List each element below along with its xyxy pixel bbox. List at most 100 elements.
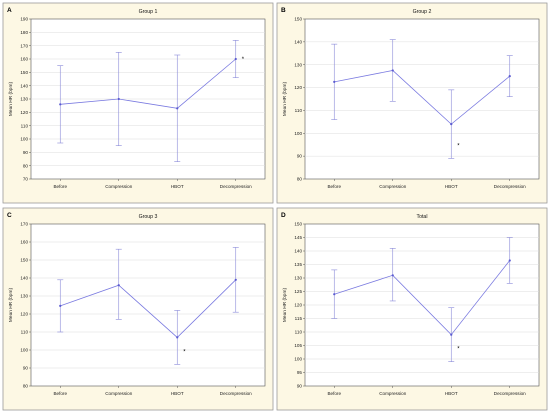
data-point bbox=[117, 97, 120, 101]
x-tick-label: HBOT bbox=[171, 184, 184, 189]
x-tick-label: Decompression bbox=[220, 391, 252, 396]
x-tick-label: Decompression bbox=[494, 184, 526, 189]
chart-title: Group 1 bbox=[139, 9, 158, 15]
data-point bbox=[391, 69, 394, 72]
series-line bbox=[334, 69, 511, 125]
data-point bbox=[333, 80, 336, 83]
y-tick-label: 100 bbox=[294, 131, 302, 136]
y-tick-label: 130 bbox=[294, 276, 302, 281]
y-tick-label: 105 bbox=[294, 343, 302, 348]
y-tick-label: 95 bbox=[297, 370, 303, 375]
x-tick-label: HBOT bbox=[445, 184, 458, 189]
y-tick-label: 150 bbox=[20, 70, 28, 75]
significance-marker: * bbox=[242, 57, 245, 63]
y-tick-label: 80 bbox=[297, 177, 303, 182]
panel-b: B Group 2 80 90 100 110 120 130 140 150 Mean HR (b… bbox=[276, 2, 548, 204]
panel-a: A Group 1 70 80 90 100 110 120 130 140 150 160 170 18… bbox=[2, 2, 274, 204]
y-tick-label: 125 bbox=[294, 289, 302, 294]
series-line bbox=[60, 58, 237, 109]
x-tick-label: Before bbox=[327, 391, 341, 396]
y-tick-label: 110 bbox=[295, 108, 303, 113]
series-line bbox=[334, 260, 511, 336]
data-point bbox=[450, 333, 453, 336]
panel-letter: D bbox=[281, 212, 286, 219]
y-tick-label: 150 bbox=[294, 17, 302, 22]
y-tick-label: 110 bbox=[21, 123, 29, 128]
x-tick-label: Compression bbox=[105, 391, 133, 396]
panel-letter: C bbox=[7, 212, 12, 219]
y-tick-label: 115 bbox=[295, 316, 303, 321]
y-tick-label: 90 bbox=[297, 154, 303, 159]
significance-marker: * bbox=[183, 349, 186, 355]
y-tick-label: 180 bbox=[20, 30, 28, 35]
data-point bbox=[508, 75, 511, 78]
y-tick-label: 170 bbox=[20, 43, 28, 48]
y-tick-label: 135 bbox=[294, 262, 302, 267]
y-tick-label: 130 bbox=[20, 97, 28, 102]
significance-marker: * bbox=[457, 143, 460, 149]
series-line bbox=[60, 279, 237, 338]
y-tick-label: 100 bbox=[20, 137, 28, 142]
y-axis-label: Mean HR (bpm) bbox=[282, 288, 288, 323]
y-tick-label: 90 bbox=[297, 384, 303, 389]
plot-area bbox=[304, 18, 540, 180]
y-tick-label: 80 bbox=[23, 384, 29, 389]
y-axis-label: Mean HR (bpm) bbox=[282, 82, 288, 117]
panel-letter: B bbox=[281, 7, 286, 14]
y-tick-label: 130 bbox=[20, 294, 28, 299]
y-tick-label: 140 bbox=[294, 249, 302, 254]
y-tick-label: 190 bbox=[20, 17, 28, 22]
y-tick-label: 140 bbox=[20, 276, 28, 281]
x-tick-label: Before bbox=[327, 184, 341, 189]
data-point bbox=[234, 57, 237, 61]
y-tick-label: 140 bbox=[294, 39, 302, 44]
x-tick-label: Before bbox=[53, 184, 67, 189]
y-tick-label: 170 bbox=[20, 222, 28, 227]
y-tick-label: 140 bbox=[20, 83, 28, 88]
chart-title: Group 3 bbox=[139, 214, 158, 220]
data-point bbox=[450, 123, 453, 126]
x-tick-label: HBOT bbox=[171, 391, 184, 396]
significance-marker: * bbox=[457, 347, 460, 353]
x-tick-label: Compression bbox=[379, 391, 407, 396]
y-tick-label: 150 bbox=[294, 222, 302, 227]
y-axis-label: Mean HR (bpm) bbox=[8, 82, 14, 117]
panel-c: C Group 3 80 90 100 110 120 130 140 150 160 170 Mean… bbox=[2, 207, 274, 411]
y-tick-label: 110 bbox=[295, 330, 303, 335]
y-tick-label: 100 bbox=[294, 357, 302, 362]
data-point bbox=[391, 274, 394, 277]
y-tick-label: 90 bbox=[23, 366, 29, 371]
y-tick-label: 90 bbox=[23, 150, 29, 155]
y-tick-label: 120 bbox=[294, 85, 302, 90]
x-tick-label: Before bbox=[53, 391, 67, 396]
data-point bbox=[117, 284, 120, 287]
y-axis-label: Mean HR (bpm) bbox=[8, 288, 14, 323]
data-point bbox=[176, 107, 179, 110]
y-tick-label: 145 bbox=[294, 235, 302, 240]
data-point bbox=[333, 293, 336, 296]
y-tick-label: 120 bbox=[294, 303, 302, 308]
x-tick-label: Compression bbox=[379, 184, 407, 189]
chart-title: Total bbox=[417, 214, 428, 220]
data-point bbox=[234, 278, 237, 281]
y-tick-label: 160 bbox=[20, 240, 28, 245]
y-tick-label: 110 bbox=[21, 330, 29, 335]
y-tick-label: 100 bbox=[20, 348, 28, 353]
x-tick-label: HBOT bbox=[445, 391, 458, 396]
plot-area bbox=[30, 223, 266, 387]
y-tick-label: 160 bbox=[20, 57, 28, 62]
chart-title: Group 2 bbox=[413, 9, 432, 15]
x-tick-label: Decompression bbox=[220, 184, 252, 189]
x-tick-label: Compression bbox=[105, 184, 133, 189]
panel-letter: A bbox=[7, 7, 12, 14]
y-tick-label: 150 bbox=[20, 258, 28, 263]
y-tick-label: 120 bbox=[20, 110, 28, 115]
x-tick-label: Decompression bbox=[494, 391, 526, 396]
y-tick-label: 80 bbox=[23, 163, 29, 168]
data-point bbox=[59, 304, 62, 307]
data-point bbox=[508, 259, 511, 262]
y-tick-label: 130 bbox=[294, 62, 302, 67]
data-point bbox=[59, 103, 62, 106]
